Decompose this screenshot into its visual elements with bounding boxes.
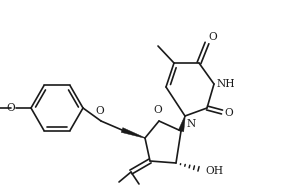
Text: O: O [224, 108, 233, 118]
Text: O: O [208, 32, 217, 42]
Polygon shape [121, 128, 145, 138]
Text: O: O [6, 103, 15, 113]
Text: OH: OH [205, 166, 223, 176]
Polygon shape [178, 116, 185, 132]
Text: N: N [187, 119, 196, 129]
Text: O: O [154, 105, 162, 115]
Text: O: O [96, 106, 104, 116]
Text: NH: NH [217, 79, 236, 89]
